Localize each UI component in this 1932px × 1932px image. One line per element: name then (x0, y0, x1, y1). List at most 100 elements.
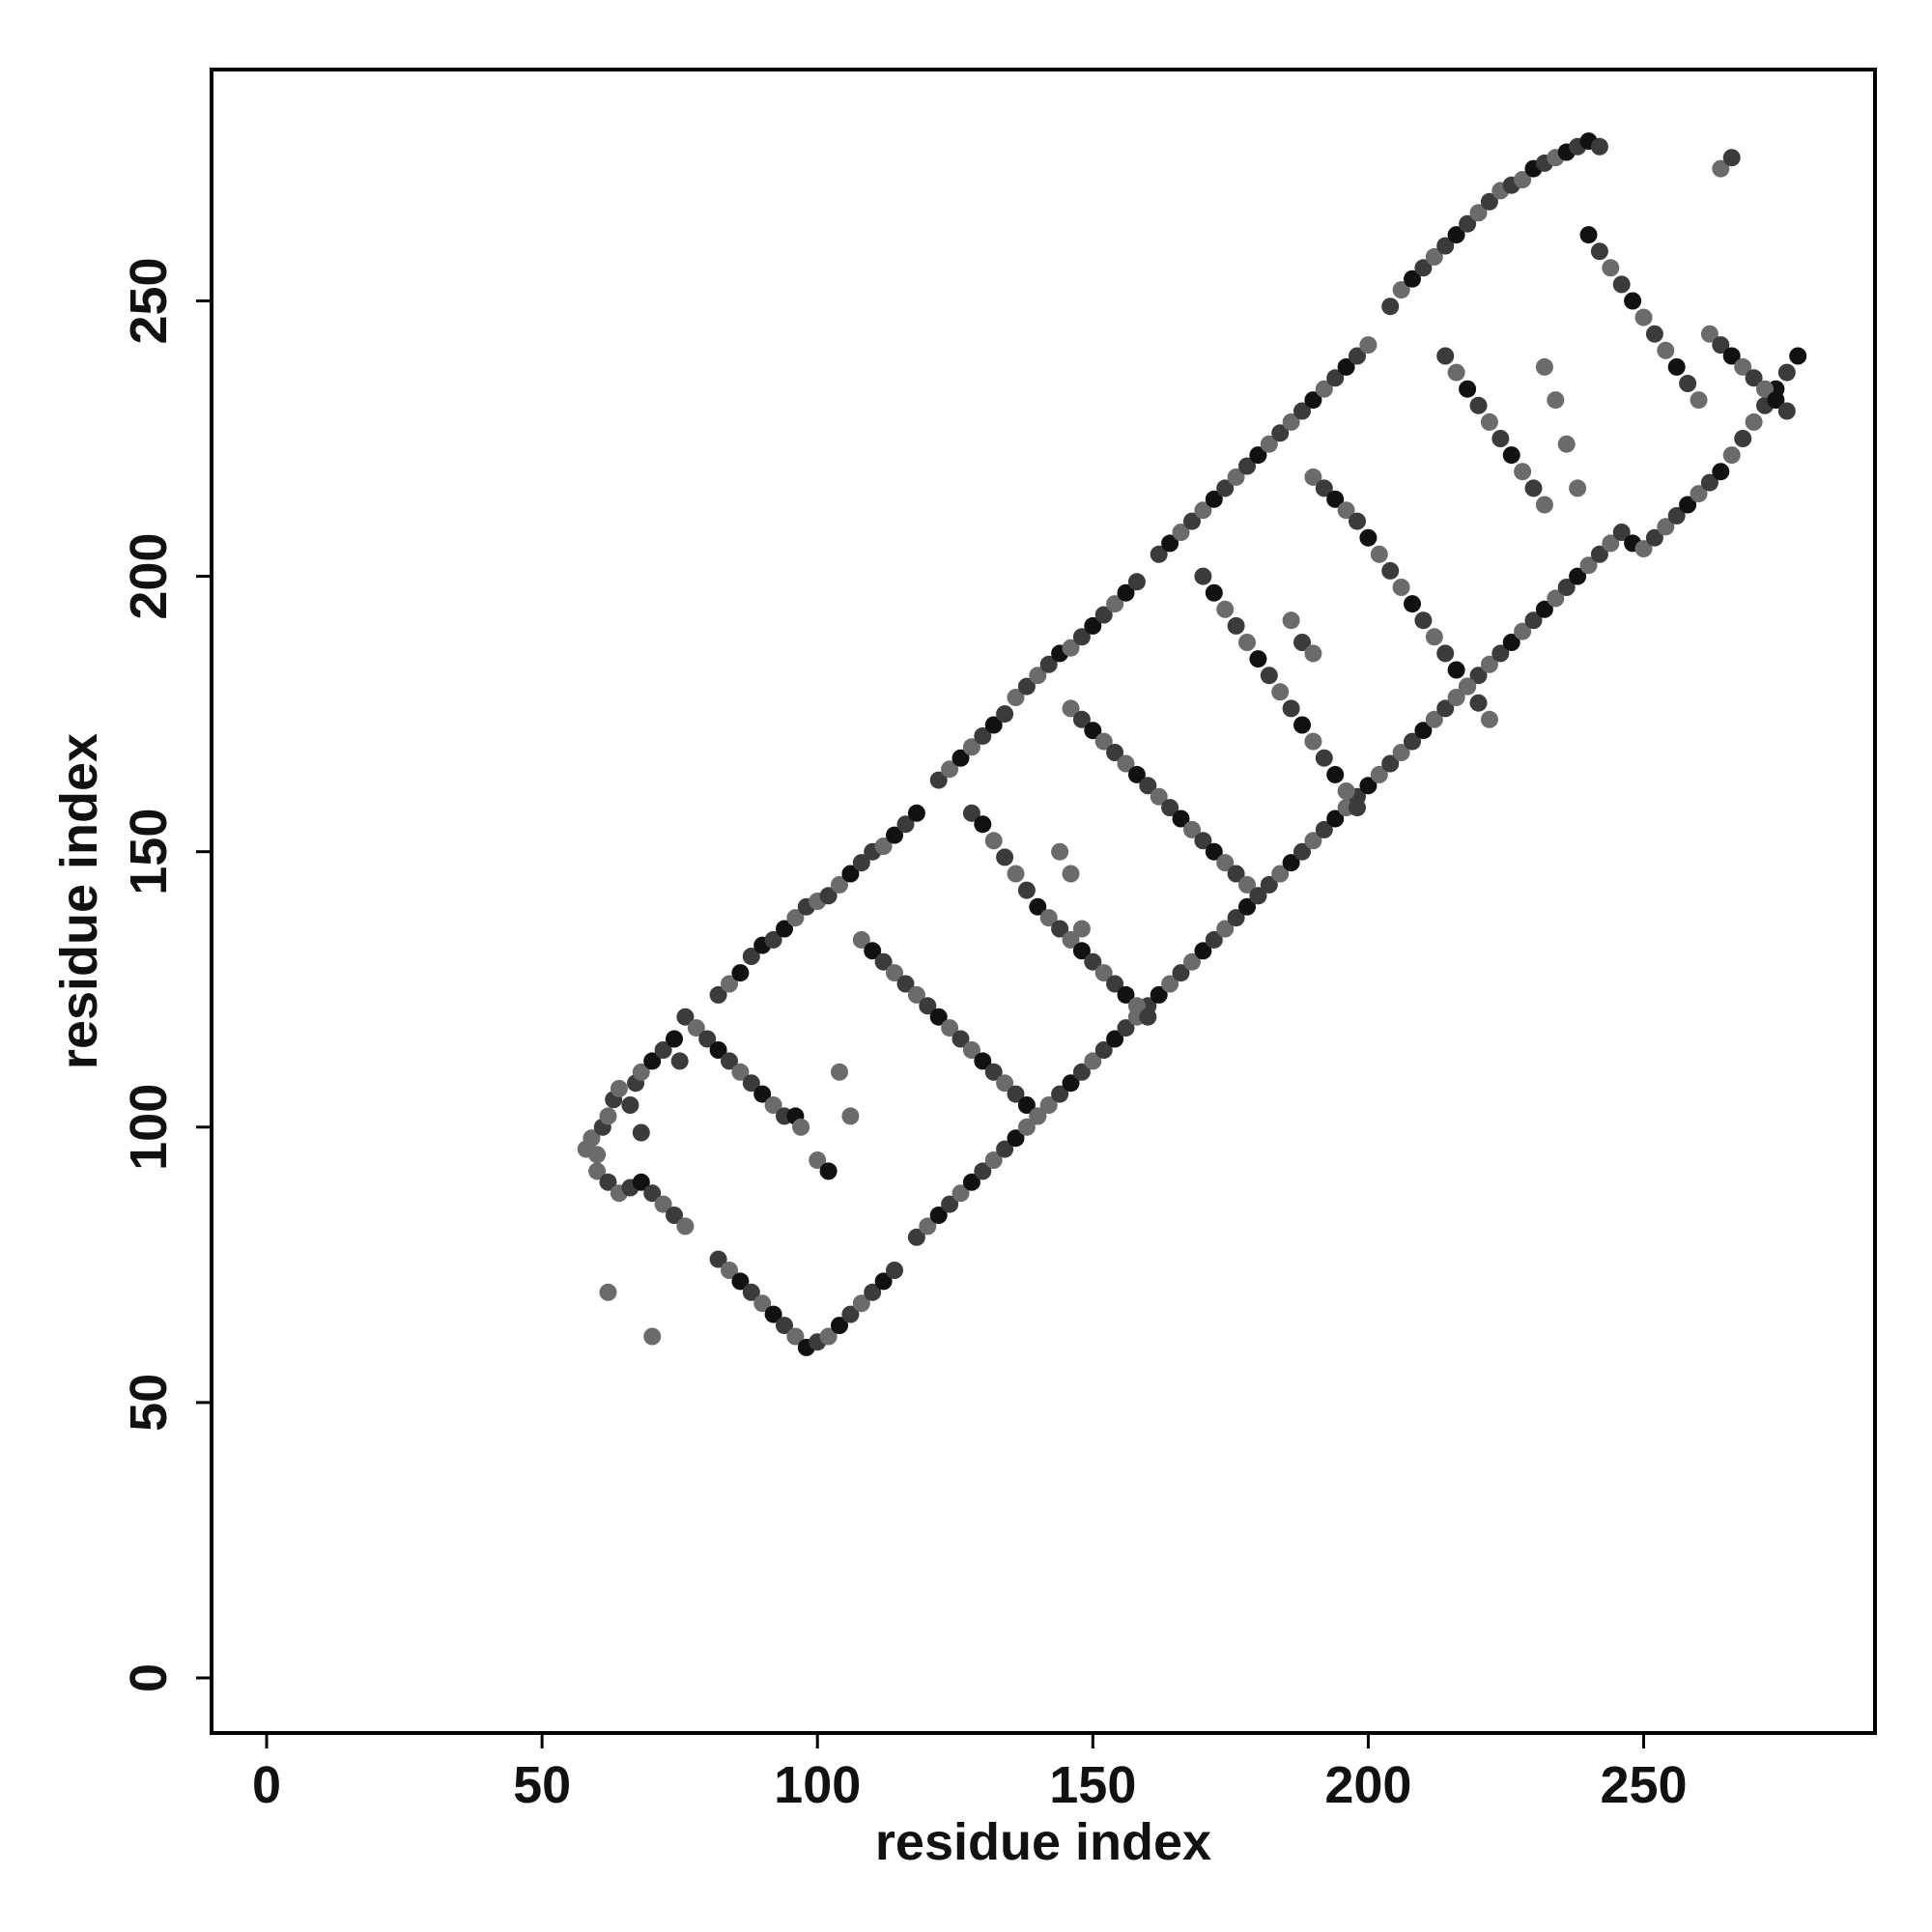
data-point (698, 1030, 717, 1048)
data-point (1492, 430, 1510, 447)
data-point (1634, 308, 1653, 327)
data-point (1602, 534, 1620, 553)
data-point (1349, 347, 1366, 365)
data-point (742, 948, 760, 965)
data-point (841, 1305, 860, 1323)
data-point (974, 1162, 992, 1180)
data-point (962, 738, 980, 756)
data-point (1106, 1030, 1124, 1048)
y-tick-label: 250 (120, 257, 178, 344)
data-point (941, 1195, 959, 1213)
data-point (1127, 573, 1146, 591)
data-point (1238, 634, 1256, 651)
data-point (941, 1019, 959, 1037)
data-point (1039, 1096, 1058, 1114)
data-point (1106, 975, 1124, 993)
data-point (907, 1228, 925, 1246)
data-point (1094, 606, 1113, 624)
x-tick-label: 100 (774, 1756, 861, 1814)
data-point (599, 1173, 617, 1191)
data-point (753, 1294, 772, 1313)
data-point (1205, 930, 1223, 949)
data-point (929, 1008, 948, 1026)
data-point (1447, 689, 1465, 706)
data-point (1634, 540, 1653, 558)
data-point (1029, 1107, 1047, 1125)
data-point (1459, 677, 1477, 696)
data-point (1712, 336, 1730, 355)
data-point (643, 1327, 662, 1346)
data-point (1337, 501, 1355, 520)
data-point (1172, 964, 1190, 982)
data-point (1657, 518, 1675, 536)
data-point (1700, 473, 1719, 492)
data-point (962, 1173, 980, 1191)
data-point (1260, 875, 1278, 894)
data-point (952, 1184, 970, 1203)
data-point (984, 1151, 1003, 1169)
data-point (896, 975, 915, 993)
data-point (764, 930, 782, 949)
data-point (852, 1294, 870, 1313)
data-point (1535, 496, 1553, 514)
data-point (1315, 380, 1333, 398)
data-point (1359, 528, 1378, 547)
data-point (670, 1052, 689, 1070)
data-point (1205, 490, 1223, 508)
data-point (1524, 611, 1543, 630)
data-point (643, 1184, 662, 1203)
data-point (874, 1272, 893, 1291)
data-point (1238, 875, 1256, 894)
data-point (1249, 446, 1267, 465)
points-layer (577, 132, 1807, 1356)
data-point (654, 1195, 672, 1213)
data-point (764, 1096, 782, 1114)
data-point (1370, 545, 1388, 563)
data-point (1612, 275, 1631, 294)
data-point (1216, 479, 1235, 497)
data-point (1007, 689, 1025, 706)
data-point (1117, 985, 1135, 1004)
data-point (819, 1327, 838, 1346)
data-point (1293, 842, 1311, 861)
data-point (1007, 865, 1025, 883)
data-point (1547, 391, 1565, 410)
data-point (1349, 512, 1366, 530)
data-point (1007, 1085, 1025, 1103)
data-point (1238, 897, 1256, 916)
data-point (1436, 644, 1455, 663)
data-point (1282, 412, 1300, 431)
data-point (786, 909, 805, 927)
data-point (941, 760, 959, 779)
data-point (1690, 485, 1708, 503)
data-point (1304, 644, 1322, 663)
data-point (1414, 259, 1433, 277)
data-point (1249, 650, 1267, 668)
data-point (1194, 567, 1212, 585)
data-point (1304, 732, 1322, 751)
data-point (1194, 942, 1212, 960)
data-point (1293, 634, 1311, 651)
data-point (1480, 192, 1498, 211)
data-point (666, 1207, 683, 1224)
data-point (886, 1262, 903, 1279)
data-point (1084, 952, 1102, 971)
data-point (841, 865, 860, 883)
data-point (886, 964, 903, 982)
data-point (1051, 1085, 1069, 1103)
data-point (776, 1317, 793, 1335)
data-point (776, 920, 793, 938)
data-point (1282, 854, 1300, 872)
data-point (786, 1327, 805, 1346)
data-point (721, 1262, 738, 1279)
data-point (599, 1107, 617, 1125)
data-point (676, 1217, 695, 1236)
data-point (1194, 501, 1212, 520)
data-point (1459, 380, 1477, 398)
data-point (1194, 832, 1212, 850)
data-point (1447, 363, 1465, 382)
data-point (1425, 247, 1443, 266)
data-point (1459, 214, 1477, 233)
data-point (1216, 600, 1235, 618)
data-point (1150, 545, 1168, 563)
